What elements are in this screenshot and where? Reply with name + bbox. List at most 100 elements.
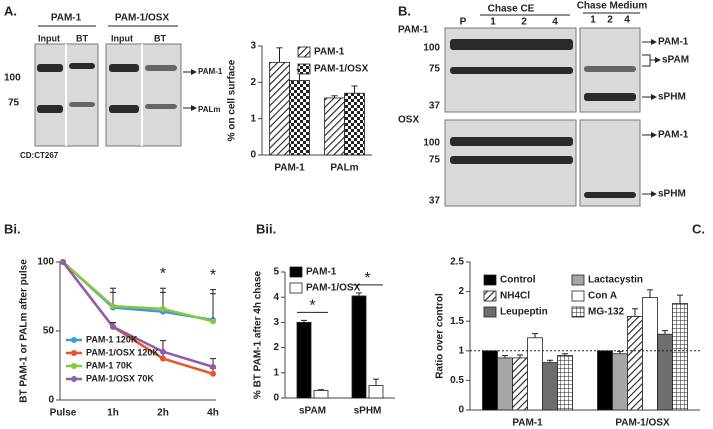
marker-label: 75	[8, 98, 20, 109]
legend-label: Lactacystin	[588, 275, 643, 286]
y-axis-label: % BT PAM-1 after 4h chase	[253, 270, 264, 399]
legend-swatch	[297, 63, 311, 75]
legend-swatch	[71, 363, 77, 369]
y-tick-label: 2.5	[450, 257, 464, 268]
point	[210, 318, 216, 325]
section-title: Chase Medium	[577, 1, 648, 12]
band	[37, 105, 63, 113]
x-tick-label: 2h	[157, 408, 169, 419]
x-tick-label: 1h	[107, 408, 119, 419]
bar	[627, 316, 643, 411]
y-tick-label: 1.5	[450, 316, 464, 327]
lane-label: Input	[111, 33, 133, 43]
legend-label: Leupeptin	[500, 307, 548, 318]
bar	[324, 97, 345, 156]
band	[584, 66, 636, 72]
x-tick-label: Pulse	[50, 408, 77, 419]
marker-label: 100	[423, 138, 440, 149]
band	[584, 192, 636, 198]
legend-label: PAM-1 120K	[86, 334, 138, 344]
y-tick-label: 100	[37, 257, 54, 268]
panel-label: Bi.	[4, 221, 21, 236]
y-tick-label: 3	[250, 41, 256, 52]
legend-swatch	[571, 306, 585, 318]
marker-label: 100	[4, 73, 21, 84]
band-label: PAM-1	[658, 37, 689, 48]
section-title: Chase CE	[488, 4, 535, 15]
band	[450, 156, 573, 164]
bar	[612, 353, 628, 411]
panel-label: C.	[692, 221, 705, 236]
lane-label: 1	[590, 15, 596, 26]
legend-swatch	[571, 274, 585, 286]
band-label: sPAM	[662, 55, 689, 66]
line	[62, 261, 214, 323]
bar	[527, 337, 543, 411]
bar	[657, 333, 673, 411]
legend-label: MG-132	[588, 307, 625, 318]
bar	[597, 350, 613, 411]
lane-label: P	[460, 17, 467, 28]
y-tick-label: 1	[273, 367, 279, 378]
band-label: sPHM	[658, 189, 686, 200]
y-tick-label: 1	[250, 113, 256, 124]
marker-label: 37	[429, 196, 441, 207]
band	[37, 64, 63, 72]
bar	[542, 362, 558, 411]
row-label: OSX	[398, 115, 419, 126]
legend-label: Con A	[588, 291, 617, 302]
panel-label: A.	[4, 3, 17, 18]
x-tick-label: PAM-1	[512, 418, 543, 429]
lane-label: Input	[38, 33, 60, 43]
legend-label: PAM-1	[314, 47, 345, 58]
band	[450, 67, 573, 74]
band	[584, 93, 636, 101]
y-tick-label: 0	[273, 393, 279, 404]
legend-swatch	[71, 350, 77, 356]
bar	[289, 80, 310, 156]
y-tick-label: 5	[273, 267, 279, 278]
band-label: PAM-1	[658, 130, 689, 141]
legend-swatch	[289, 282, 303, 294]
y-tick-label: 2	[458, 286, 464, 297]
band	[69, 63, 95, 69]
panel-label: B.	[398, 3, 411, 18]
band-label: PAM-1	[198, 67, 223, 76]
blot-image	[105, 43, 182, 147]
bar	[269, 61, 290, 156]
legend-label: PAM-1/OSX 70K	[86, 373, 154, 383]
legend-label: Control	[500, 275, 536, 286]
band-label: PALm	[198, 105, 221, 114]
lane-label: BT	[154, 33, 166, 43]
lane-label: 4	[624, 15, 630, 26]
legend-label: PAM-1/OSX	[306, 283, 361, 294]
bar	[368, 384, 384, 399]
band-label: sPHM	[658, 92, 686, 103]
bar	[642, 297, 658, 411]
row-label: PAM-1	[398, 25, 429, 36]
point	[110, 323, 116, 330]
bar	[482, 350, 498, 411]
bar	[313, 390, 329, 399]
legend-swatch	[289, 266, 303, 278]
legend-label: PAM-1 70K	[86, 360, 133, 370]
band	[109, 105, 139, 113]
legend-label: NH4Cl	[500, 291, 530, 302]
band	[450, 39, 573, 50]
blot-image	[579, 119, 641, 207]
y-tick-label: 4	[273, 292, 279, 303]
lane-label: BT	[76, 33, 88, 43]
y-tick-label: 1	[458, 345, 464, 356]
y-axis-label: % on cell surface	[227, 59, 238, 141]
antibody-label: CD:CT267	[20, 151, 59, 160]
bar	[351, 295, 367, 399]
y-tick-label: 50	[43, 326, 55, 337]
line	[62, 261, 214, 369]
annotation: *	[210, 267, 216, 284]
lane-label: 4	[552, 17, 558, 28]
marker-label: 75	[429, 155, 441, 166]
point	[160, 355, 166, 362]
bar	[497, 357, 513, 411]
lane-label: 1	[490, 17, 496, 28]
marker-label: 75	[429, 64, 441, 75]
